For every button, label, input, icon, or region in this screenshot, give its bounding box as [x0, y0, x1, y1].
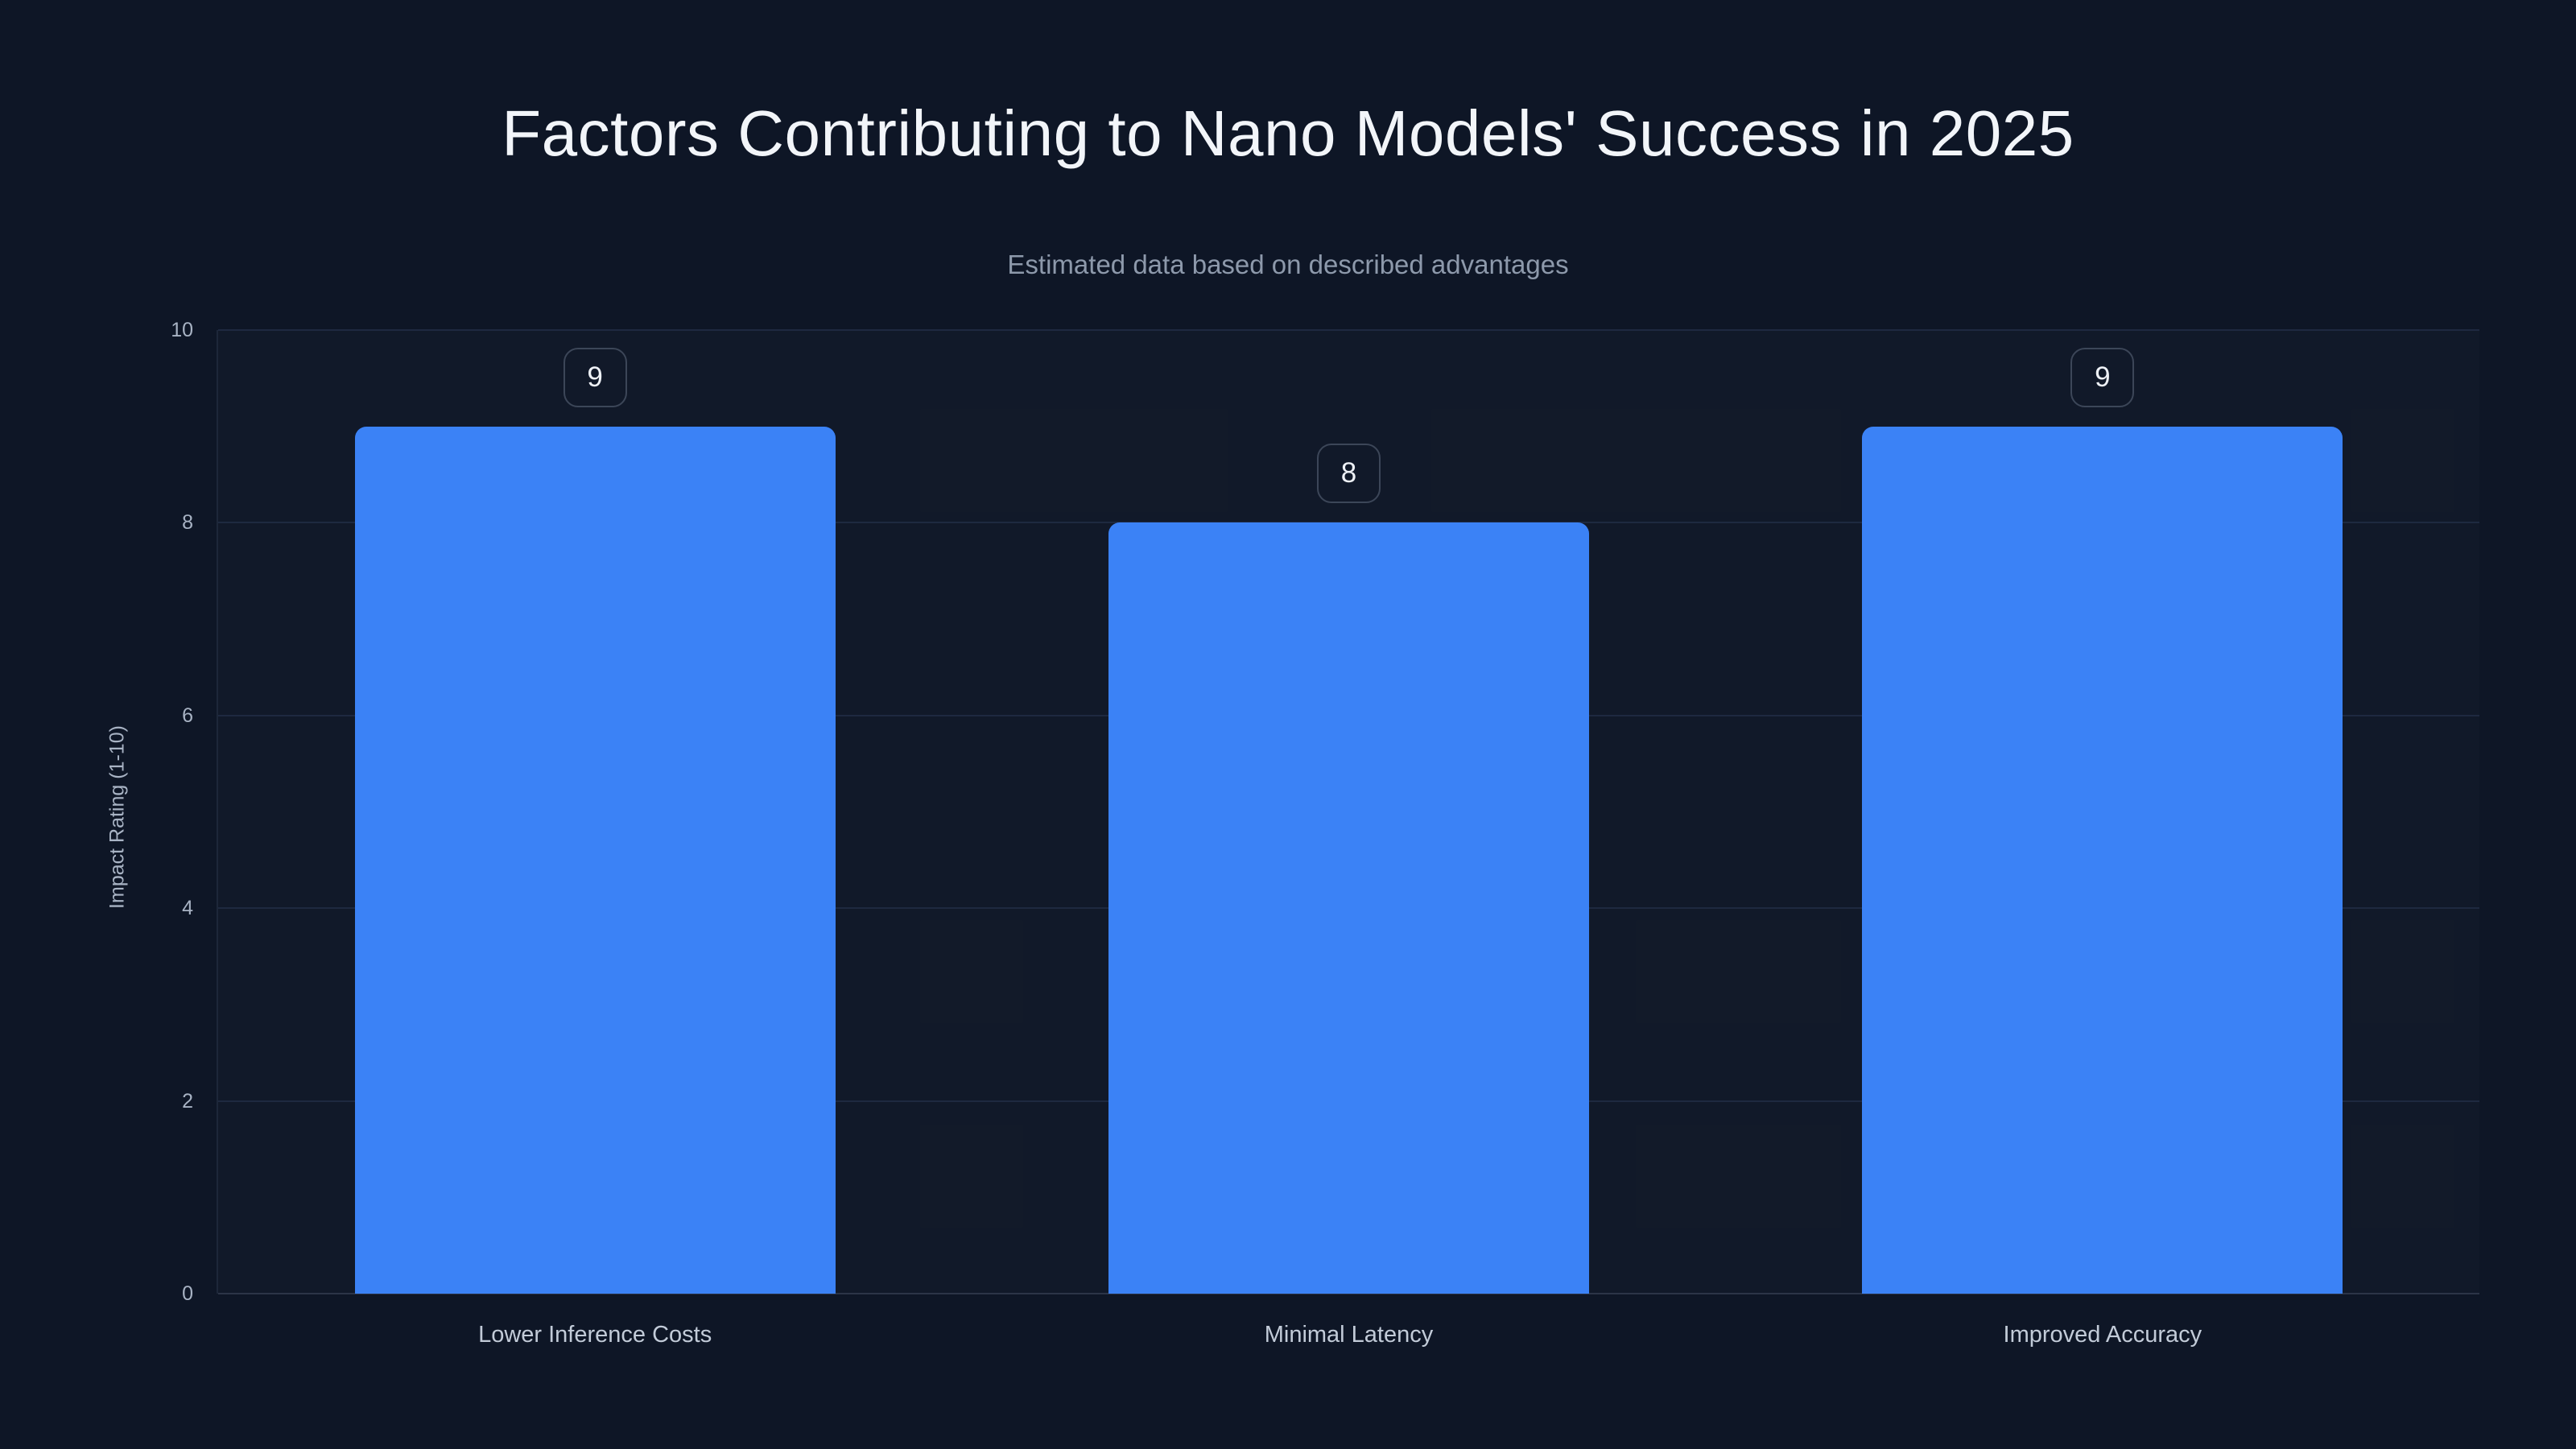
y-tick-label-6: 6 [182, 704, 193, 727]
bar-lower-inference-costs[interactable] [354, 426, 836, 1294]
bar-minimal-latency[interactable] [1108, 522, 1589, 1294]
plot-area: 0 2 4 6 8 10 9 Lower Inference Costs 8 Minimal La… [171, 319, 2479, 1348]
x-axis-label-improved-accuracy: Improved Accuracy [2003, 1322, 2202, 1348]
x-axis-label-lower-inference-costs: Lower Inference Costs [478, 1322, 712, 1348]
y-tick-label-2: 2 [182, 1089, 193, 1113]
y-tick-label-8: 8 [182, 511, 193, 535]
y-tick-label-0: 0 [182, 1282, 193, 1305]
y-axis-title: Impact Rating (1-10) [105, 725, 129, 909]
chart-title: Factors Contributing to Nano Models' Suc… [502, 97, 2074, 169]
x-axis-line [218, 1293, 2479, 1294]
value-badge-improved-accuracy: 9 [2070, 347, 2135, 407]
gridline-y-10 [218, 329, 2479, 331]
bar-improved-accuracy[interactable] [1862, 426, 2343, 1294]
y-tick-label-10: 10 [171, 319, 193, 341]
y-tick-label-4: 4 [182, 897, 193, 920]
value-badge-lower-inference-costs: 9 [563, 347, 627, 407]
value-badge-minimal-latency: 8 [1317, 444, 1381, 504]
gridline-y-8 [218, 522, 2479, 524]
chart-subtitle: Estimated data based on described advant… [1007, 250, 1569, 279]
x-axis-label-minimal-latency: Minimal Latency [1264, 1322, 1434, 1348]
y-axis-line [217, 330, 218, 1294]
